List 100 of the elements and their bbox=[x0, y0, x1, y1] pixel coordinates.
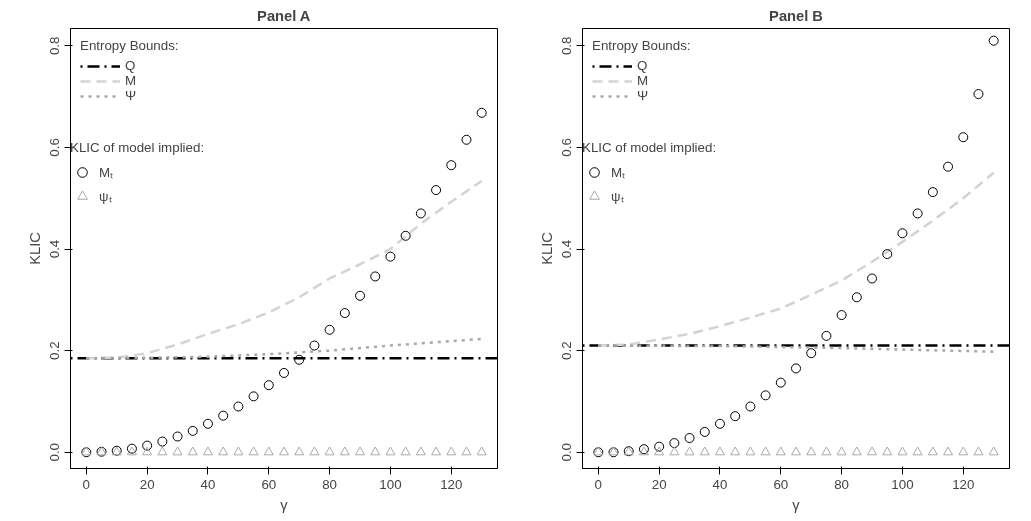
y-tick-label: 0.0 bbox=[47, 442, 63, 462]
legend-label: Ψ bbox=[637, 88, 650, 103]
point bbox=[791, 363, 801, 374]
point bbox=[324, 446, 335, 456]
y-tick-label: 0.2 bbox=[559, 341, 575, 360]
point bbox=[927, 446, 938, 456]
x-tick-label: 60 bbox=[773, 476, 789, 492]
point bbox=[233, 446, 244, 456]
point bbox=[654, 441, 665, 452]
line-series bbox=[597, 344, 995, 353]
point bbox=[821, 446, 832, 456]
point bbox=[248, 391, 259, 402]
x-tick-label: 100 bbox=[379, 476, 402, 492]
x-tick-label: 40 bbox=[200, 476, 216, 492]
point bbox=[760, 446, 771, 456]
point bbox=[400, 446, 411, 456]
point bbox=[669, 438, 680, 449]
legend-label: Mₜ bbox=[99, 164, 115, 181]
point bbox=[791, 446, 801, 456]
point bbox=[897, 446, 908, 456]
point bbox=[851, 292, 862, 303]
point bbox=[370, 446, 381, 456]
x-tick-label: 60 bbox=[261, 476, 277, 492]
y-axis-title: KLIC bbox=[538, 231, 555, 265]
point bbox=[958, 132, 969, 143]
point bbox=[218, 446, 229, 456]
point bbox=[943, 161, 954, 172]
point bbox=[370, 271, 381, 282]
point bbox=[248, 446, 259, 456]
point bbox=[760, 390, 771, 401]
point bbox=[400, 230, 411, 241]
point bbox=[415, 446, 426, 456]
point bbox=[142, 440, 153, 451]
legend-label: ψₜ bbox=[611, 188, 625, 205]
point bbox=[294, 446, 305, 456]
legend-label: ψₜ bbox=[99, 188, 113, 205]
point bbox=[988, 446, 999, 456]
point bbox=[699, 426, 710, 437]
point bbox=[836, 310, 847, 321]
point bbox=[958, 446, 969, 456]
point bbox=[355, 290, 366, 301]
x-axis-title: γ bbox=[280, 496, 289, 513]
point bbox=[943, 446, 954, 456]
point bbox=[684, 433, 695, 444]
point bbox=[654, 446, 665, 456]
point bbox=[355, 446, 366, 456]
x-axis-title: γ bbox=[792, 496, 801, 513]
point bbox=[187, 446, 198, 456]
point bbox=[882, 446, 893, 456]
legend-label: M bbox=[637, 73, 650, 88]
point bbox=[973, 446, 984, 456]
y-tick-label: 0.0 bbox=[559, 442, 575, 462]
point bbox=[309, 446, 320, 456]
x-tick-label: 0 bbox=[82, 476, 91, 492]
point bbox=[912, 208, 923, 219]
legend-title: Entropy Bounds: bbox=[592, 38, 691, 53]
point bbox=[476, 107, 487, 118]
y-tick-label: 0.6 bbox=[47, 138, 63, 157]
point bbox=[187, 425, 198, 436]
point bbox=[912, 446, 923, 456]
point bbox=[446, 446, 457, 456]
point bbox=[309, 340, 320, 351]
point bbox=[806, 446, 817, 456]
legend-title: Entropy Bounds: bbox=[80, 38, 179, 53]
point bbox=[431, 185, 442, 196]
y-tick-label: 0.8 bbox=[47, 36, 63, 56]
point bbox=[988, 35, 999, 46]
point bbox=[339, 308, 350, 319]
legend-label: Q bbox=[637, 58, 649, 73]
point bbox=[431, 446, 442, 456]
point bbox=[882, 249, 893, 260]
chart-title: Panel B bbox=[769, 7, 823, 24]
point bbox=[897, 228, 908, 239]
point bbox=[699, 446, 710, 456]
y-tick-label: 0.4 bbox=[559, 239, 575, 259]
point bbox=[142, 446, 153, 456]
point bbox=[385, 446, 396, 456]
annotation: KLIC of model implied: bbox=[70, 140, 205, 155]
x-tick-label: 20 bbox=[651, 476, 667, 492]
point bbox=[279, 446, 289, 456]
x-tick-label: 40 bbox=[712, 476, 728, 492]
y-tick-label: 0.2 bbox=[47, 341, 63, 360]
point bbox=[730, 446, 741, 456]
point bbox=[172, 431, 183, 442]
point bbox=[279, 367, 289, 378]
x-tick-label: 0 bbox=[594, 476, 603, 492]
point bbox=[684, 446, 695, 456]
point bbox=[461, 134, 472, 145]
x-tick-label: 120 bbox=[440, 476, 463, 492]
x-tick-label: 120 bbox=[952, 476, 975, 492]
legend-label: M bbox=[125, 73, 138, 88]
point bbox=[867, 446, 878, 456]
legend-label: Ψ bbox=[125, 88, 138, 103]
line-series bbox=[85, 337, 483, 360]
x-tick-label: 80 bbox=[834, 476, 850, 492]
y-tick-label: 0.6 bbox=[559, 138, 575, 157]
point bbox=[339, 446, 350, 456]
point bbox=[202, 418, 213, 429]
chart-title: Panel A bbox=[257, 7, 311, 24]
x-tick-label: 100 bbox=[891, 476, 914, 492]
